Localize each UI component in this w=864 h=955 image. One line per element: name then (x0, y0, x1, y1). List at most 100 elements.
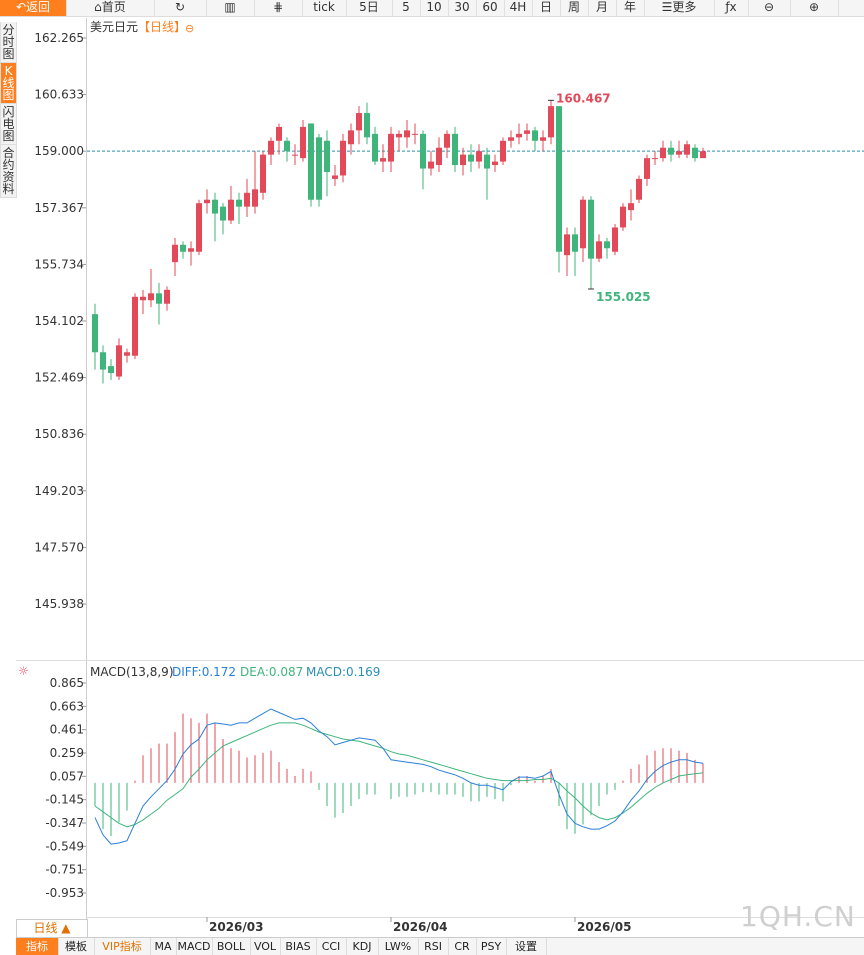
settings-button[interactable]: ⋕ (254, 0, 303, 16)
candle-body (300, 126, 306, 159)
candle-body (116, 345, 122, 377)
candle-body (372, 133, 378, 162)
candle-body (244, 192, 250, 207)
candle-body (444, 133, 450, 148)
symbol-title: 美元日元 (90, 20, 138, 34)
indicator-tab[interactable]: VOL (250, 938, 281, 955)
period-month[interactable]: 月 (588, 0, 617, 16)
zoom-out-button[interactable]: ⊖ (748, 0, 791, 16)
indicator-tab[interactable]: CCI (316, 938, 347, 955)
price-tick-label: 159.000 (34, 144, 84, 158)
period-selector[interactable]: 日线 ▲ (16, 919, 88, 938)
candle-body (140, 296, 146, 301)
candle-body (588, 199, 594, 259)
chart-type-button[interactable]: ▥ (206, 0, 255, 16)
indicator-tab[interactable]: BIAS (280, 938, 317, 955)
macd-tick-label: 0.259 (50, 746, 84, 760)
candle-body (108, 366, 114, 374)
refresh-icon: ↻ (174, 0, 186, 14)
macd-histogram (94, 713, 704, 837)
indicator-tab[interactable]: MA (150, 938, 177, 955)
indicator-tab[interactable]: 设置 (506, 938, 547, 955)
sidebar-item-kline[interactable]: K线图 (0, 63, 17, 104)
sun-icon[interactable]: ☼ (18, 664, 29, 678)
candle-body (620, 206, 626, 228)
candle-body (260, 154, 266, 193)
candle-body (452, 133, 458, 166)
refresh-button[interactable]: ↻ (154, 0, 207, 16)
sidebar-item-flash[interactable]: 闪电图 (0, 104, 17, 145)
candle-body (348, 130, 354, 145)
indicator-tab[interactable]: KDJ (346, 938, 379, 955)
indicator-tab[interactable]: 模板 (58, 938, 95, 955)
indicator-tab[interactable]: 指标 (16, 938, 59, 955)
candle-body (516, 133, 522, 138)
candle-body (212, 199, 218, 214)
candle-body (124, 352, 130, 356)
settings-circle-icon[interactable]: ⊖ (185, 22, 194, 35)
period-10min[interactable]: 10 (420, 0, 449, 16)
more-button[interactable]: ☰更多 (644, 0, 715, 16)
period-5min[interactable]: 5 (392, 0, 421, 16)
period-4h[interactable]: 4H (504, 0, 533, 16)
indicator-tab[interactable]: PSY (476, 938, 507, 955)
home-button[interactable]: ⌂首页 (66, 0, 155, 16)
candle-body (228, 199, 234, 221)
period-day[interactable]: 日 (532, 0, 561, 16)
macd-tick-label: -0.549 (45, 839, 84, 853)
candle-body (292, 154, 298, 156)
indicator-tab[interactable]: VIP指标 (94, 938, 151, 955)
candle-body (188, 248, 194, 252)
macd-axis: 0.865 0.663 0.461 0.259 0.057 -0.145 -0.347 -0.… (45, 676, 86, 900)
period-5day[interactable]: 5日 (346, 0, 393, 16)
diff-value: DIFF:0.172 (172, 665, 236, 679)
candle-body (308, 123, 314, 200)
price-tick-label: 160.633 (34, 88, 84, 102)
candle-body (164, 289, 170, 304)
candle-body (540, 137, 546, 141)
period-week[interactable]: 周 (560, 0, 589, 16)
candle-body (388, 133, 394, 162)
indicator-tab[interactable]: MACD (176, 938, 213, 955)
formula-button[interactable]: ƒx (714, 0, 749, 16)
candle-body (652, 158, 658, 160)
period-60min[interactable]: 60 (476, 0, 505, 16)
sliders-icon: ⋕ (272, 0, 284, 14)
max-price-label: 160.467 (556, 91, 611, 105)
back-button[interactable]: ↶返回 (0, 0, 67, 16)
candle-body (484, 154, 490, 169)
left-sidebar: 分时图 K线图 闪电图 合约资料 (0, 22, 17, 198)
candle-body (148, 293, 154, 301)
price-tick-label: 145.938 (34, 597, 84, 611)
period-tick[interactable]: tick (302, 0, 347, 16)
candle-body (236, 199, 242, 207)
macd-tick-label: -0.953 (45, 886, 84, 900)
macd-tick-label: 0.663 (50, 699, 84, 713)
candle-body (508, 137, 514, 141)
sidebar-item-contract-info[interactable]: 合约资料 (0, 145, 17, 198)
candle-body (252, 189, 258, 207)
candle-body (524, 130, 530, 134)
candle-body (644, 158, 650, 179)
zoom-in-button[interactable]: ⊕ (790, 0, 839, 16)
candle-body (428, 161, 434, 169)
indicator-tab[interactable]: LW% (378, 938, 419, 955)
indicator-tab[interactable]: BOLL (212, 938, 251, 955)
price-tick-label: 157.367 (34, 201, 84, 215)
back-arrow-icon: ↶ (15, 0, 27, 14)
candle-body (420, 133, 426, 169)
indicator-tab[interactable]: CR (448, 938, 477, 955)
macd-tick-label: -0.145 (45, 793, 84, 807)
candle-body (572, 234, 578, 252)
sidebar-item-timeshare[interactable]: 分时图 (0, 22, 17, 63)
macd-tick-label: -0.751 (45, 863, 84, 877)
menu-icon: ☰ (661, 0, 673, 14)
price-tick-label: 147.570 (34, 540, 84, 554)
macd-tick-label: 0.461 (50, 723, 84, 737)
period-year[interactable]: 年 (616, 0, 645, 16)
macd-value: MACD:0.169 (306, 665, 380, 679)
candle-body (204, 199, 210, 204)
candle-body (532, 130, 538, 141)
indicator-tab[interactable]: RSI (418, 938, 449, 955)
period-30min[interactable]: 30 (448, 0, 477, 16)
